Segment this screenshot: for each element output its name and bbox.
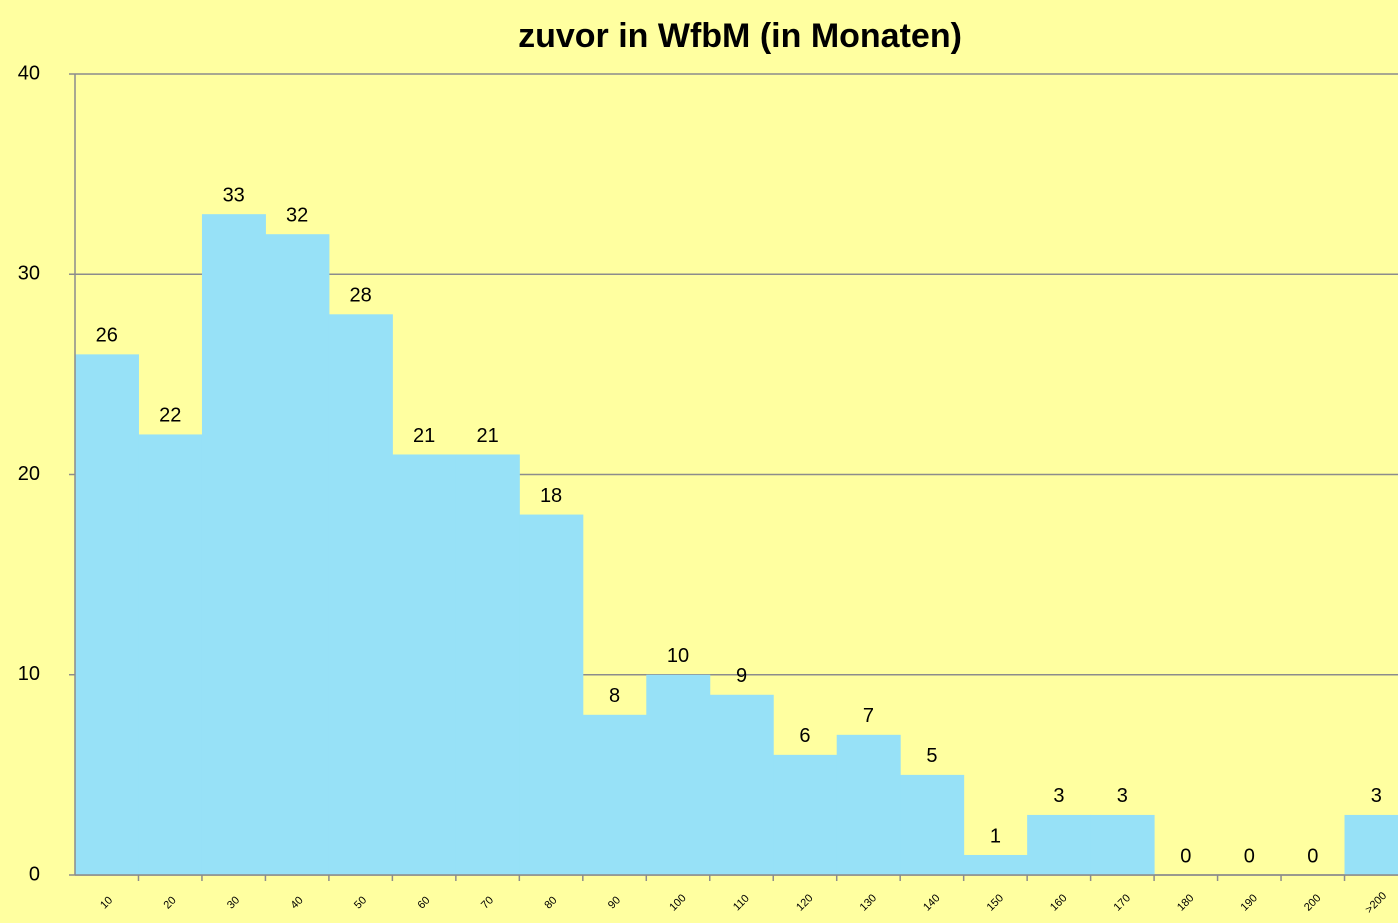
bar: [328, 314, 393, 875]
data-label: 0: [1307, 845, 1318, 867]
bar: [582, 714, 647, 875]
bar: [1027, 814, 1092, 875]
bar: [392, 454, 457, 875]
data-label: 5: [926, 745, 937, 767]
y-tick-label: 20: [18, 463, 40, 485]
data-label: 9: [736, 665, 747, 687]
bar: [138, 434, 203, 875]
bar: [265, 234, 330, 875]
bar: [646, 674, 711, 875]
y-tick-label: 40: [18, 62, 40, 84]
data-label: 26: [96, 325, 118, 347]
bar: [455, 454, 520, 875]
data-label: 7: [863, 705, 874, 727]
chart-title: zuvor in WfbM (in Monaten): [518, 17, 962, 55]
data-label: 6: [799, 725, 810, 747]
bar: [836, 734, 901, 875]
data-label: 21: [476, 425, 498, 447]
data-label: 21: [413, 425, 435, 447]
bar: [75, 354, 139, 876]
bar: [201, 214, 266, 876]
data-label: 0: [1180, 845, 1191, 867]
data-label: 0: [1244, 845, 1255, 867]
data-label: 8: [609, 685, 620, 707]
bar: [900, 774, 965, 875]
bar: [963, 854, 1028, 875]
data-label: 3: [1053, 785, 1064, 807]
data-label: 32: [286, 204, 308, 226]
data-label: 28: [350, 285, 372, 307]
data-label: 3: [1117, 785, 1128, 807]
y-tick-label: 0: [29, 863, 40, 885]
data-label: 22: [159, 405, 181, 427]
data-label: 1: [990, 825, 1001, 847]
bar: [1090, 814, 1155, 875]
data-label: 3: [1371, 785, 1382, 807]
data-label: 18: [540, 485, 562, 507]
y-tick-label: 30: [18, 263, 40, 285]
bar: [519, 514, 584, 875]
data-label: 10: [667, 645, 689, 667]
data-label: 33: [223, 184, 245, 206]
bar: [709, 694, 774, 875]
y-tick-label: 10: [18, 663, 40, 685]
bar: [773, 754, 838, 875]
bar: [1344, 814, 1398, 875]
